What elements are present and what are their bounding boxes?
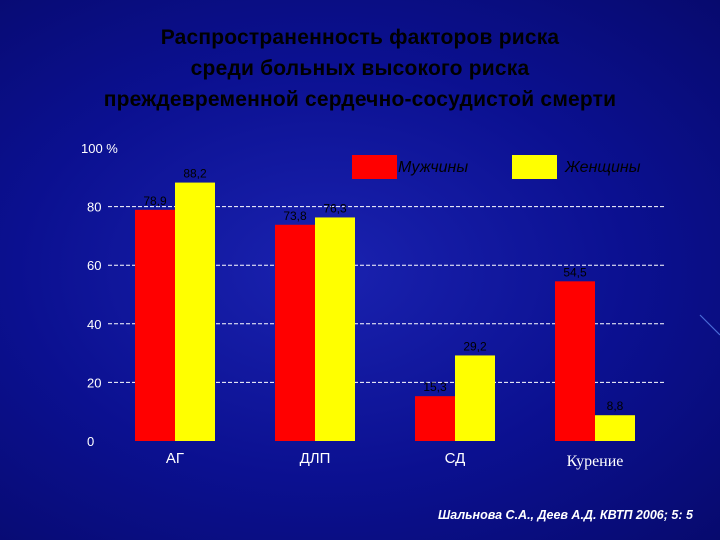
y-axis-ticks: 100 % 80 60 40 20 0	[81, 141, 118, 449]
bar-value-label: 15,3	[423, 380, 447, 394]
bar-value-label: 88,2	[183, 167, 207, 181]
y-tick-label: 80	[87, 200, 101, 215]
chart-title-line-2: среди больных высокого риска	[190, 57, 530, 80]
y-tick-label: 40	[87, 317, 101, 332]
bar-value-label: 8,8	[607, 399, 624, 413]
chart-title-line-3: преждевременной сердечно-сосудистой смер…	[103, 88, 617, 111]
bar-value-label: 73,8	[283, 209, 307, 223]
bar-value-label: 78,9	[143, 194, 167, 208]
bars	[135, 182, 635, 441]
y-tick-label: 20	[87, 375, 101, 390]
x-category-label: Курение	[567, 453, 624, 470]
source-citation: Шальнова С.А., Деев А.Д. КВТП 2006; 5: 5	[438, 508, 693, 522]
y-tick-label: 100 %	[81, 141, 118, 156]
legend: Мужчины Женщины	[352, 155, 641, 179]
legend-swatch-women	[512, 155, 557, 179]
legend-label-men: Мужчины	[398, 159, 468, 176]
bar-men	[135, 209, 175, 441]
bar-women	[315, 217, 355, 441]
y-tick-label: 0	[87, 434, 94, 449]
decorative-line	[699, 314, 720, 336]
bar-men	[415, 396, 455, 441]
bar-women	[175, 182, 215, 441]
x-category-label: АГ	[166, 450, 184, 467]
legend-swatch-men	[352, 155, 397, 179]
bar-women	[595, 415, 635, 441]
bar-value-label: 29,2	[463, 339, 487, 353]
x-category-label: СД	[445, 450, 466, 467]
bar-value-label: 76,3	[323, 201, 347, 215]
bar-men	[555, 281, 595, 441]
x-axis-labels: АГ ДЛП СД Курение	[166, 450, 623, 470]
bar-women	[455, 355, 495, 441]
chart-title-line-1: Распространенность факторов риска	[160, 26, 560, 49]
bar-value-label: 54,5	[563, 265, 587, 279]
y-tick-label: 60	[87, 258, 101, 273]
bar-value-labels: 78,9 88,2 73,8 76,3 15,3 29,2 54,5 8,8	[143, 167, 623, 414]
bar-men	[275, 224, 315, 441]
x-category-label: ДЛП	[300, 450, 331, 467]
legend-label-women: Женщины	[564, 159, 641, 176]
